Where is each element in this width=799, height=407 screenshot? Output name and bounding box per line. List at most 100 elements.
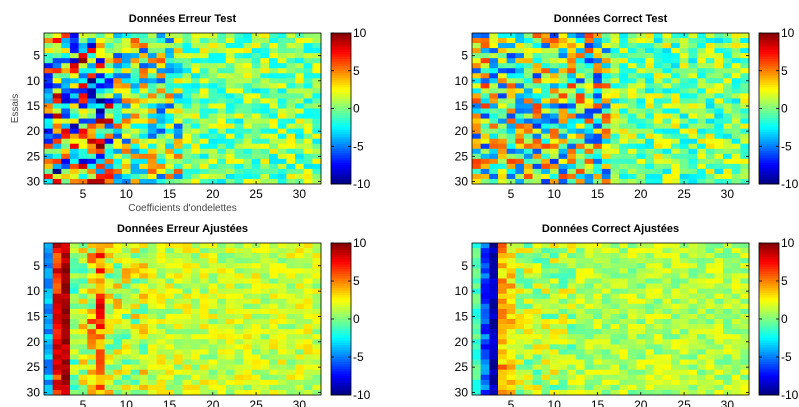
heatmap-cell <box>191 248 201 254</box>
heatmap-cell <box>147 268 157 274</box>
heatmap-cell <box>61 359 71 365</box>
heatmap-cell <box>69 364 79 371</box>
heatmap-cell <box>295 278 305 284</box>
heatmap-cell <box>87 68 97 74</box>
heatmap-cell <box>87 113 97 119</box>
heatmap-cell <box>515 344 525 350</box>
colorbar-swatch <box>759 257 779 261</box>
heatmap-cell <box>87 278 97 284</box>
heatmap-cell <box>601 168 611 175</box>
heatmap-cell <box>69 33 79 39</box>
heatmap-cell <box>260 173 270 180</box>
heatmap-cell <box>52 293 62 300</box>
heatmap-cell <box>217 334 227 340</box>
heatmap-cell <box>69 349 79 355</box>
heatmap-cell <box>627 324 637 330</box>
heatmap-cell <box>584 248 594 254</box>
heatmap-cell <box>303 78 313 84</box>
heatmap-cell <box>515 93 525 99</box>
heatmap-cell <box>584 258 594 264</box>
heatmap-cell <box>662 324 672 330</box>
heatmap-cell <box>234 248 244 254</box>
heatmap-cell <box>225 329 235 335</box>
heatmap-cell <box>286 33 296 39</box>
heatmap-cell <box>697 163 707 170</box>
heatmap-cell <box>558 329 568 335</box>
colorbar-swatch <box>331 44 351 48</box>
heatmap-cell <box>671 168 681 175</box>
heatmap-cell <box>269 349 279 355</box>
heatmap-cell <box>619 379 629 386</box>
heatmap-cell <box>697 143 707 150</box>
heatmap-cell <box>601 38 611 44</box>
heatmap-cell <box>541 108 551 114</box>
heatmap-cell <box>653 283 663 289</box>
heatmap-cell <box>731 48 741 54</box>
heatmap-cell <box>723 78 733 84</box>
heatmap-cell <box>95 389 105 396</box>
colorbar-swatch <box>331 295 351 299</box>
heatmap-cell <box>217 93 227 99</box>
heatmap-cell <box>541 43 551 49</box>
heatmap-cell <box>472 83 482 89</box>
heatmap-cell <box>523 173 533 180</box>
heatmap-cell <box>472 313 482 320</box>
heatmap-cell <box>251 379 261 386</box>
heatmap-cell <box>121 123 131 129</box>
heatmap-cell <box>714 113 724 119</box>
heatmap-cell <box>165 263 175 269</box>
heatmap-cell <box>497 273 507 279</box>
heatmap-cell <box>173 103 183 109</box>
heatmap-cell <box>645 118 655 124</box>
heatmap-cell <box>593 344 603 350</box>
colorbar-swatch <box>331 73 351 76</box>
heatmap-cell <box>688 364 698 371</box>
heatmap-cell <box>549 93 559 99</box>
heatmap-cell <box>489 33 499 39</box>
heatmap-cell <box>295 369 305 376</box>
heatmap-cell <box>251 128 261 135</box>
heatmap-cell <box>489 283 499 289</box>
heatmap-cell <box>303 334 313 340</box>
heatmap-cell <box>593 173 603 180</box>
heatmap-cell <box>121 93 131 99</box>
heatmap-cell <box>523 308 533 315</box>
heatmap-cell <box>584 334 594 340</box>
heatmap-cell <box>295 298 305 305</box>
heatmap-cell <box>139 48 149 54</box>
heatmap-cell <box>472 243 482 249</box>
heatmap-cell <box>610 148 620 155</box>
heatmap-cell <box>705 153 715 160</box>
heatmap-cell <box>593 303 603 310</box>
heatmap-cell <box>532 148 542 155</box>
heatmap-cell <box>731 93 741 99</box>
heatmap-cell <box>532 248 542 254</box>
heatmap-cell <box>312 384 322 391</box>
heatmap-cell <box>653 273 663 279</box>
heatmap-cell <box>52 78 62 84</box>
x-tick-label: 30 <box>293 398 307 407</box>
x-tick-label: 25 <box>677 187 691 201</box>
heatmap-cell <box>191 298 201 305</box>
heatmap-cell <box>113 248 123 254</box>
heatmap-cell <box>303 113 313 119</box>
heatmap-cell <box>173 108 183 114</box>
heatmap-cell <box>130 168 140 175</box>
colorbar-swatch <box>331 63 351 67</box>
heatmap-cell <box>489 288 499 295</box>
heatmap-cell <box>575 73 585 79</box>
y-tick-label: 10 <box>27 284 41 298</box>
heatmap-cell <box>173 53 183 59</box>
heatmap-cell <box>191 138 201 145</box>
heatmap-cell <box>44 58 54 64</box>
heatmap-cell <box>61 123 71 129</box>
heatmap-cell <box>147 43 157 49</box>
heatmap-cell <box>645 168 655 175</box>
heatmap-cell <box>714 98 724 104</box>
heatmap-cell <box>688 103 698 109</box>
heatmap-cell <box>575 128 585 135</box>
heatmap-cell <box>217 354 227 360</box>
heatmap-cell <box>671 364 681 371</box>
heatmap-cell <box>295 138 305 145</box>
heatmap-cell <box>156 58 166 64</box>
